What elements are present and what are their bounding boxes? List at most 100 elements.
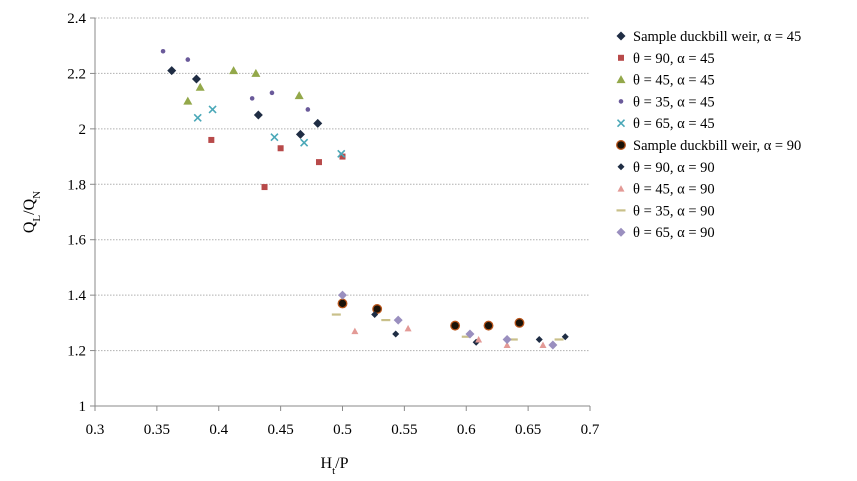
legend-marker: [618, 99, 624, 104]
data-point: [351, 327, 359, 335]
data-point: [465, 329, 475, 339]
x-tick-label: 0.7: [581, 422, 600, 438]
legend-marker: [616, 227, 626, 237]
legend-marker: [616, 119, 626, 128]
y-tick-label: 1.4: [67, 288, 86, 304]
legend-entry: θ = 65, α = 45: [616, 116, 715, 132]
x-tick-label: 0.45: [268, 422, 294, 438]
legend-marker: [616, 140, 626, 150]
x-tick-label: 0.65: [515, 422, 541, 438]
legend-entry: θ = 45, α = 45: [616, 73, 715, 89]
x-tick-label: 0.5: [333, 422, 352, 438]
legend-entry: θ = 45, α = 90: [617, 182, 715, 198]
data-point: [305, 107, 311, 112]
data-point: [185, 57, 191, 62]
data-point: [160, 48, 166, 54]
y-tick-label: 2.4: [67, 11, 86, 27]
legend-label: θ = 35, α = 45: [633, 94, 715, 110]
y-tick-label: 2.2: [67, 66, 86, 82]
data-point: [503, 341, 511, 349]
data-point: [450, 320, 461, 331]
data-point: [300, 138, 309, 147]
data-point: [167, 66, 177, 76]
data-point: [270, 133, 279, 142]
legend-entry: θ = 65, α = 90: [616, 225, 715, 241]
data-point: [338, 290, 347, 300]
x-tick-label: 0.55: [391, 422, 417, 438]
data-point: [372, 304, 383, 314]
legend-entry: θ = 35, α = 45: [618, 94, 715, 110]
data-point: [193, 113, 202, 122]
y-axis-title: QL/QN: [21, 191, 43, 233]
data-point: [339, 153, 346, 160]
legend-marker: [617, 163, 625, 171]
data-point: [294, 91, 304, 100]
x-tick-label: 0.3: [86, 422, 105, 438]
data-point: [295, 129, 305, 139]
data-point: [253, 110, 263, 120]
y-tick-label: 1.8: [67, 177, 86, 193]
legend-marker: [617, 185, 625, 192]
series-2: [208, 136, 346, 191]
data-point: [229, 66, 239, 75]
data-point: [539, 341, 547, 349]
legend-marker: [616, 75, 626, 84]
series-6: [337, 298, 525, 331]
y-tick-label: 1.2: [67, 344, 86, 360]
data-point: [208, 136, 215, 143]
data-point: [183, 96, 193, 105]
series-4: [160, 48, 311, 112]
data-point: [404, 324, 412, 332]
legend-entry: Sample duckbill weir, α = 90: [616, 138, 801, 154]
legend-entry: θ = 90, α = 90: [617, 160, 715, 176]
data-point: [251, 68, 261, 77]
y-tick-label: 1.6: [67, 233, 86, 249]
series-5: [193, 105, 346, 158]
data-point: [393, 315, 403, 325]
data-point: [535, 335, 543, 343]
data-point: [249, 96, 255, 101]
data-point: [475, 335, 483, 343]
legend-label: θ = 45, α = 90: [633, 182, 715, 198]
data-point: [277, 145, 284, 152]
data-point: [313, 118, 323, 128]
data-point: [269, 90, 275, 96]
x-tick-label: 0.6: [457, 422, 476, 438]
legend-marker: [616, 31, 626, 41]
legend-label: θ = 65, α = 90: [633, 225, 715, 241]
gridlines: [95, 17, 590, 352]
legend-label: θ = 90, α = 45: [633, 51, 715, 67]
x-axis-title: Ht/P: [321, 455, 349, 477]
data-point: [195, 82, 205, 91]
data-point: [261, 184, 268, 191]
series-9: [331, 313, 564, 341]
legend-entry: θ = 35, α = 90: [616, 203, 715, 219]
x-tick-label: 0.4: [209, 422, 228, 438]
data-point: [548, 340, 558, 350]
data-point: [483, 320, 494, 331]
y-tick-label: 1: [79, 399, 87, 415]
legend-label: θ = 45, α = 45: [633, 73, 715, 89]
legend-label: Sample duckbill weir, α = 90: [633, 138, 801, 154]
data-point: [502, 334, 512, 344]
data-point: [208, 105, 217, 114]
axis-titles: Ht/P QL/QN: [21, 191, 349, 477]
series-1: [167, 66, 323, 139]
series-7: [371, 311, 569, 346]
data-point: [514, 317, 525, 328]
legend-label: θ = 65, α = 45: [633, 116, 715, 132]
legend: Sample duckbill weir, α = 45 θ = 90, α = …: [616, 29, 801, 241]
data-point: [337, 298, 348, 309]
data-point: [191, 74, 201, 84]
axes: [90, 17, 591, 411]
tick-labels: 1 1.2 1.4 1.6 1.8 2 2.2 2.4 0.3 0.35 0.4 0.45 0.5 0.5…: [67, 11, 600, 438]
series-3: [183, 66, 304, 105]
data-point: [392, 330, 400, 338]
series-8: [351, 324, 547, 349]
legend-label: θ = 90, α = 90: [633, 160, 715, 176]
legend-entry: θ = 90, α = 45: [618, 51, 715, 67]
legend-label: θ = 35, α = 90: [633, 203, 715, 219]
data-point: [371, 311, 379, 319]
series-10: [338, 290, 558, 350]
